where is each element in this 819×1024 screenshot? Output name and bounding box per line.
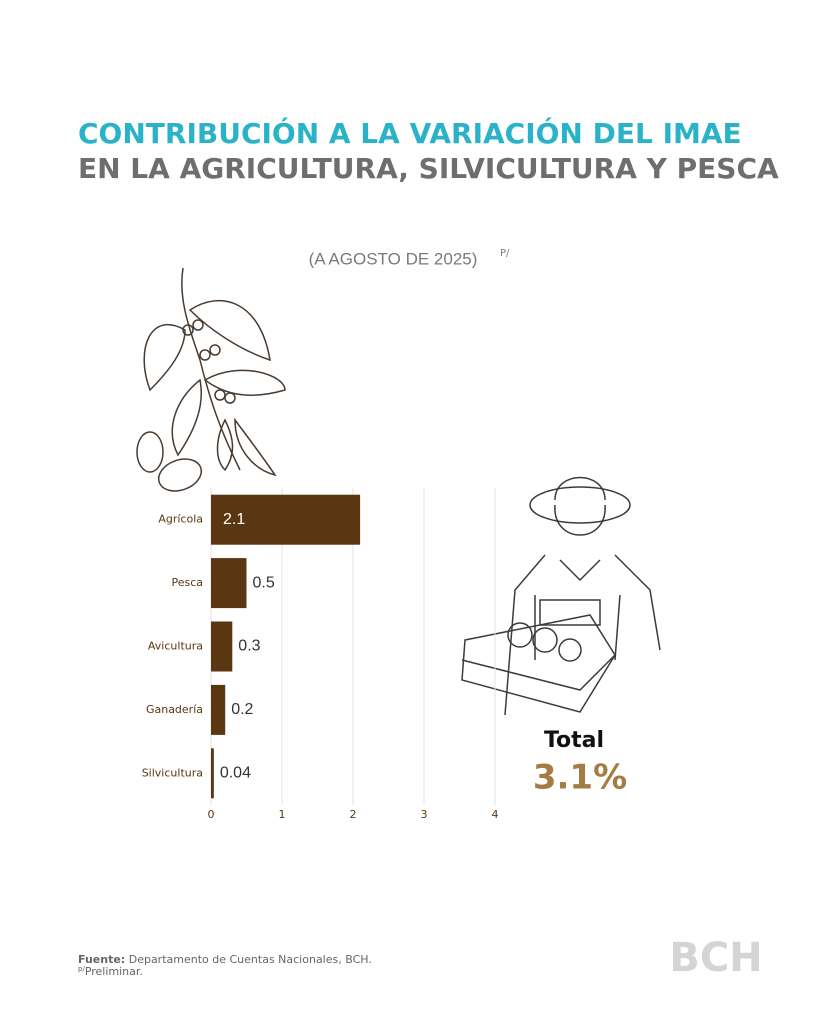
y-tick-label: Avicultura: [148, 640, 203, 653]
logo: BCH: [669, 935, 762, 981]
x-tick-label: 2: [350, 808, 357, 821]
note: Preliminar.: [85, 965, 143, 978]
value-label: 0.3: [238, 638, 260, 655]
x-tick-label: 4: [492, 808, 499, 821]
x-tick-label: 1: [279, 808, 286, 821]
y-tick-label: Pesca: [171, 576, 203, 589]
x-tick-label: 3: [421, 808, 428, 821]
subtitle: (A AGOSTO DE 2025): [309, 249, 478, 268]
footer-source: Fuente: Departamento de Cuentas Nacional…: [78, 953, 372, 966]
bar: [211, 748, 214, 799]
y-tick-label: Silvicultura: [142, 766, 203, 779]
chart: 0 1 2 3 4 Agrícola 2.1 Pesca 0.5 Avicultura 0.3 Gan…: [142, 488, 499, 821]
coffee-illustration: [136, 267, 286, 492]
total-value: 3.1%: [533, 758, 627, 798]
title-line2: EN LA AGRICULTURA, SILVICULTURA Y PESCA: [78, 152, 779, 185]
bar: [211, 621, 233, 672]
bar: [211, 494, 361, 545]
value-label: 0.5: [253, 574, 275, 591]
note-mark: p/: [78, 965, 85, 973]
value-label: 0.04: [220, 765, 251, 782]
x-tick-label: 0: [208, 808, 215, 821]
bar: [211, 684, 226, 735]
source-label: Fuente:: [78, 953, 125, 966]
source: Departamento de Cuentas Nacionales, BCH.: [129, 953, 372, 966]
y-tick-label: Agrícola: [158, 513, 203, 526]
y-tick-label: Ganadería: [146, 703, 203, 716]
farmer-illustration: [461, 476, 661, 716]
title: CONTRIBUCIÓN A LA VARIACIÓN DEL IMAE: [78, 116, 742, 150]
value-label: 2.1: [223, 511, 245, 528]
footer-note: p/Preliminar.: [78, 965, 143, 978]
value-label: 0.2: [231, 701, 253, 718]
subtitle-note: P/: [500, 248, 510, 259]
total-label: Total: [544, 728, 604, 753]
bar: [211, 558, 247, 609]
